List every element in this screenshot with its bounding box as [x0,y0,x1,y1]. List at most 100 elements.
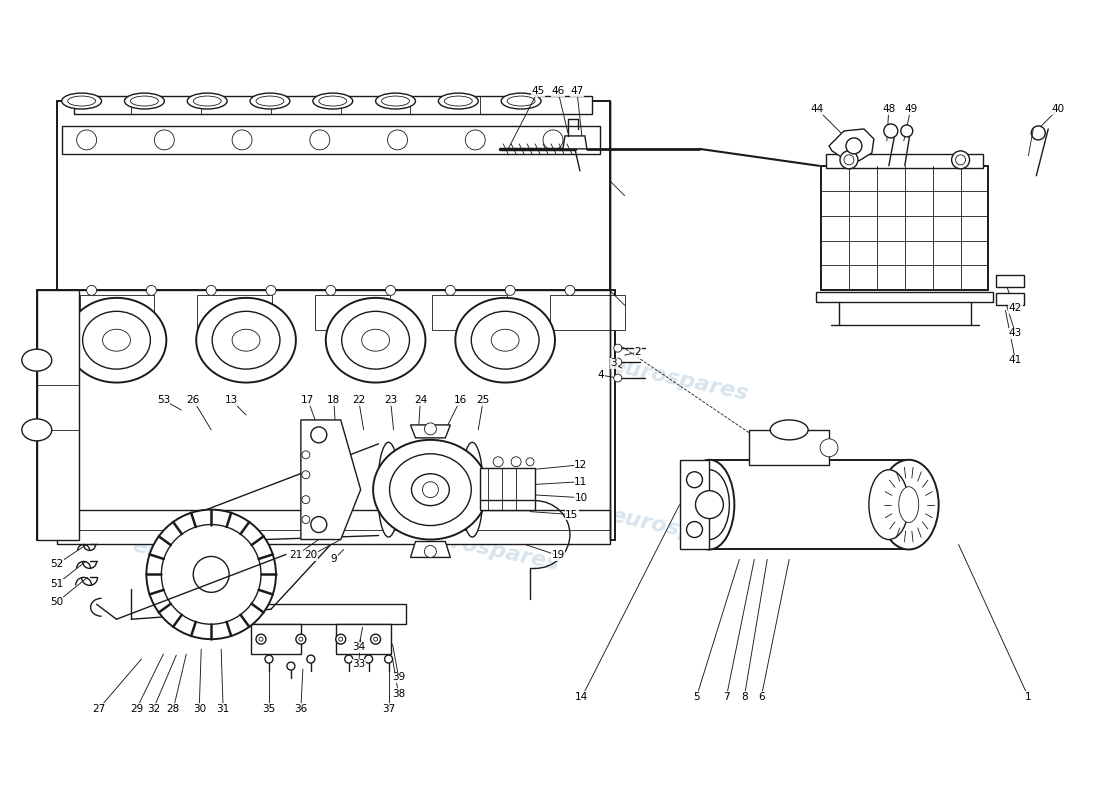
Text: 11: 11 [574,477,587,486]
Text: 29: 29 [130,704,143,714]
Text: 16: 16 [453,395,466,405]
Circle shape [301,496,310,504]
Bar [816,292,993,302]
Text: 22: 22 [352,395,365,405]
Circle shape [526,458,535,466]
Circle shape [287,662,295,670]
Circle shape [446,286,455,295]
Circle shape [422,482,439,498]
Circle shape [686,472,703,488]
Circle shape [425,546,437,558]
Circle shape [952,151,969,169]
Circle shape [87,286,97,295]
Ellipse shape [342,311,409,369]
Text: 35: 35 [263,704,276,714]
Circle shape [307,655,315,663]
Circle shape [265,655,273,663]
Text: 38: 38 [392,689,405,699]
Text: 53: 53 [156,395,170,405]
Polygon shape [829,129,873,161]
Circle shape [299,637,303,641]
Ellipse shape [439,93,478,109]
Text: 7: 7 [723,692,729,702]
Circle shape [565,286,575,295]
Text: eurospares: eurospares [608,356,750,405]
Circle shape [301,470,310,478]
Ellipse shape [492,330,519,351]
Ellipse shape [312,93,353,109]
Ellipse shape [382,96,409,106]
Ellipse shape [187,93,227,109]
Circle shape [256,634,266,644]
Bar [550,295,625,330]
Circle shape [232,130,252,150]
Polygon shape [410,542,450,558]
Circle shape [296,634,306,644]
Polygon shape [301,420,361,539]
Text: 47: 47 [570,86,583,96]
Text: 33: 33 [352,659,365,669]
Text: 49: 49 [904,104,917,114]
Circle shape [336,634,345,644]
Ellipse shape [879,460,938,550]
Ellipse shape [68,96,96,106]
Text: 50: 50 [51,598,64,607]
Text: 4: 4 [597,370,604,380]
Ellipse shape [899,486,918,522]
Bar [481,468,535,510]
Circle shape [339,637,343,641]
Bar [57,101,609,290]
Ellipse shape [461,442,483,537]
Circle shape [956,155,966,165]
Ellipse shape [22,419,52,441]
Ellipse shape [770,420,808,440]
Circle shape [614,358,622,366]
Circle shape [614,344,622,352]
Ellipse shape [869,470,909,539]
Circle shape [387,130,407,150]
Text: 25: 25 [476,395,490,405]
Text: 52: 52 [51,559,64,570]
Ellipse shape [212,311,279,369]
Ellipse shape [389,454,471,526]
Text: 21: 21 [289,550,302,561]
Text: 23: 23 [384,395,397,405]
Text: 32: 32 [146,704,160,714]
Ellipse shape [444,96,472,106]
Text: eurospares: eurospares [419,286,561,334]
Circle shape [505,286,515,295]
Ellipse shape [821,439,838,457]
Ellipse shape [102,330,131,351]
Polygon shape [410,425,450,438]
Circle shape [311,517,327,533]
Circle shape [614,374,622,382]
Bar [997,275,1024,287]
Circle shape [493,457,503,466]
Text: 2: 2 [635,347,641,357]
Bar [62,126,600,154]
Text: 48: 48 [882,104,895,114]
Ellipse shape [319,96,346,106]
Ellipse shape [375,93,416,109]
Circle shape [901,125,913,137]
Circle shape [386,286,396,295]
Bar [74,96,592,114]
Bar [79,295,154,330]
Ellipse shape [82,311,151,369]
Circle shape [844,155,854,165]
Ellipse shape [684,460,735,550]
Circle shape [310,130,330,150]
Ellipse shape [194,96,221,106]
Circle shape [364,655,373,663]
Ellipse shape [124,93,164,109]
Text: 26: 26 [187,395,200,405]
Text: 15: 15 [565,510,579,520]
Circle shape [77,130,97,150]
Bar [197,295,272,330]
Ellipse shape [377,442,399,537]
Circle shape [465,130,485,150]
Text: 24: 24 [414,395,427,405]
Ellipse shape [232,330,260,351]
Text: 51: 51 [51,579,64,590]
Ellipse shape [250,93,290,109]
